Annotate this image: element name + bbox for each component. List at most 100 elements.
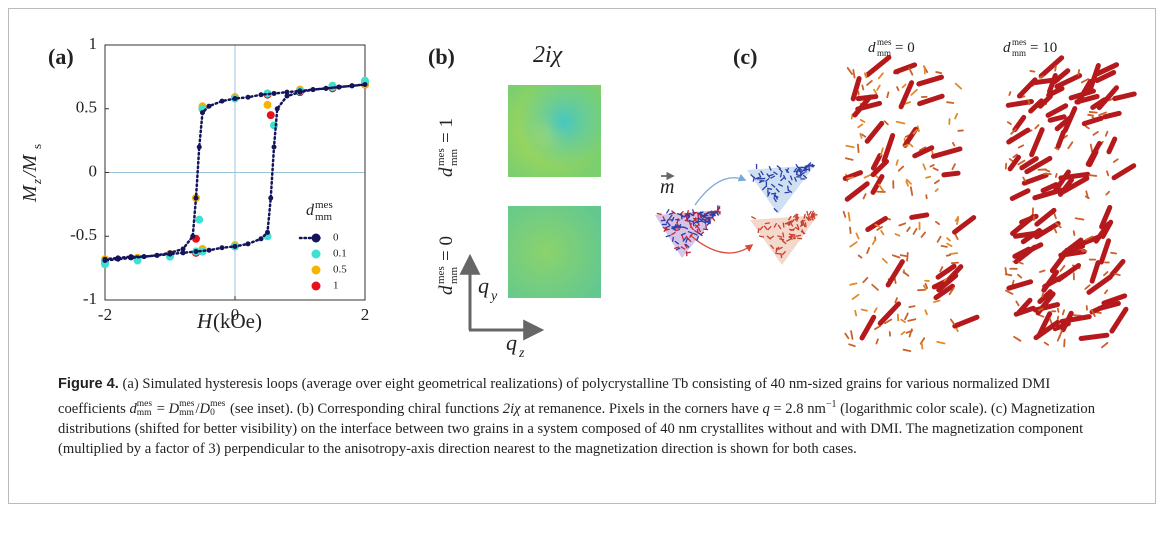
spin-arrow bbox=[862, 193, 867, 200]
spin-arrow bbox=[1059, 314, 1092, 324]
spin-arrow bbox=[1085, 235, 1094, 241]
data-point bbox=[196, 144, 202, 150]
spin-arrow bbox=[895, 120, 906, 125]
spin bbox=[674, 246, 680, 250]
spin-arrow bbox=[1099, 204, 1113, 230]
spin-arrow bbox=[1090, 309, 1096, 318]
spin bbox=[700, 220, 706, 223]
spin-arrow bbox=[842, 210, 847, 218]
spin bbox=[665, 208, 670, 214]
spin bbox=[770, 175, 776, 179]
spin-arrow bbox=[1038, 55, 1065, 79]
spin bbox=[766, 173, 771, 178]
row-label-part: mes bbox=[435, 266, 447, 284]
spin bbox=[676, 218, 679, 224]
spin bbox=[799, 170, 802, 177]
spin-arrow bbox=[902, 348, 912, 352]
spin-arrow bbox=[859, 132, 863, 139]
spin-arrow bbox=[936, 273, 959, 293]
spin-arrow bbox=[1108, 98, 1114, 102]
data-point bbox=[232, 243, 238, 249]
x-tick-label: -2 bbox=[98, 305, 112, 324]
spin-arrow bbox=[1006, 127, 1031, 145]
caption-text: (logarithmic color scale). (c) Magnetiza… bbox=[58, 400, 1096, 458]
spin-arrow bbox=[879, 147, 884, 157]
panel-label: (a) bbox=[48, 44, 74, 69]
data-point bbox=[284, 89, 290, 95]
spin-arrow bbox=[951, 141, 956, 147]
spin bbox=[692, 232, 698, 236]
spin bbox=[786, 238, 792, 242]
spin bbox=[804, 222, 807, 228]
spin bbox=[675, 247, 681, 251]
spin-arrow bbox=[912, 128, 918, 135]
spin-arrow bbox=[909, 186, 914, 196]
spin-arrow bbox=[1017, 273, 1023, 279]
spin bbox=[791, 234, 796, 240]
spin-arrow bbox=[866, 80, 873, 86]
spin-arrow bbox=[846, 176, 855, 180]
spin bbox=[757, 227, 760, 234]
data-point bbox=[180, 246, 186, 252]
spin-arrow bbox=[1061, 237, 1084, 256]
link-arrow bbox=[689, 234, 754, 254]
spin bbox=[758, 179, 764, 184]
spin-arrow bbox=[871, 283, 879, 291]
spin bbox=[792, 213, 798, 218]
spin-arrow bbox=[897, 165, 905, 172]
spin bbox=[782, 222, 785, 228]
spin bbox=[698, 232, 703, 237]
y-tick-label: 1 bbox=[89, 34, 98, 53]
figure-frame bbox=[8, 8, 1156, 504]
spin bbox=[758, 235, 765, 238]
caption-math: −1 bbox=[825, 398, 837, 410]
spin bbox=[703, 214, 709, 217]
spin bbox=[675, 228, 681, 232]
spin bbox=[789, 221, 794, 227]
y-tick-label: 0.5 bbox=[76, 98, 97, 117]
spin-arrow bbox=[870, 152, 883, 171]
spin-arrow bbox=[1089, 143, 1094, 153]
spin-arrow bbox=[885, 259, 905, 288]
spin bbox=[790, 218, 795, 224]
spin-arrow bbox=[1105, 170, 1110, 177]
spin-arrow bbox=[1017, 144, 1025, 149]
spin-arrow bbox=[856, 143, 860, 154]
spin-arrow bbox=[1040, 182, 1059, 193]
caption-text: (a) Simulated hysteresis loops (average … bbox=[58, 376, 1051, 417]
spin-arrow bbox=[883, 120, 889, 126]
spin-arrow bbox=[1013, 305, 1036, 317]
spin bbox=[784, 191, 790, 194]
spin-arrow bbox=[1109, 258, 1126, 278]
spin bbox=[788, 180, 793, 186]
spin bbox=[703, 228, 709, 231]
spin-arrow bbox=[859, 314, 877, 341]
spin bbox=[776, 165, 782, 170]
spin-arrow bbox=[1054, 173, 1058, 178]
spin-arrow bbox=[934, 179, 940, 185]
spin-arrow bbox=[1087, 63, 1101, 92]
spin-arrow bbox=[1103, 271, 1109, 277]
spin bbox=[697, 227, 702, 233]
x-tick-label: 0 bbox=[231, 305, 240, 324]
spin-arrow bbox=[941, 170, 961, 178]
spin-arrow bbox=[877, 183, 885, 192]
row-label-part: d bbox=[436, 285, 457, 295]
spin-arrow bbox=[1081, 115, 1104, 127]
spin-arrow bbox=[1024, 155, 1053, 175]
data-point bbox=[297, 88, 303, 94]
caption-math: mes mm bbox=[179, 399, 194, 418]
spin bbox=[668, 214, 673, 220]
spin-arrow bbox=[862, 276, 869, 284]
spin bbox=[692, 209, 695, 215]
spin-arrow bbox=[842, 170, 864, 181]
spin-arrow bbox=[1054, 222, 1062, 229]
spin-arrow bbox=[871, 239, 876, 246]
caption-math: mes mm bbox=[137, 399, 152, 418]
spin bbox=[675, 218, 681, 221]
spin-arrow bbox=[954, 215, 960, 222]
spin-arrow bbox=[861, 133, 867, 138]
spin-arrow bbox=[933, 299, 941, 303]
spin-arrow bbox=[1045, 103, 1069, 118]
